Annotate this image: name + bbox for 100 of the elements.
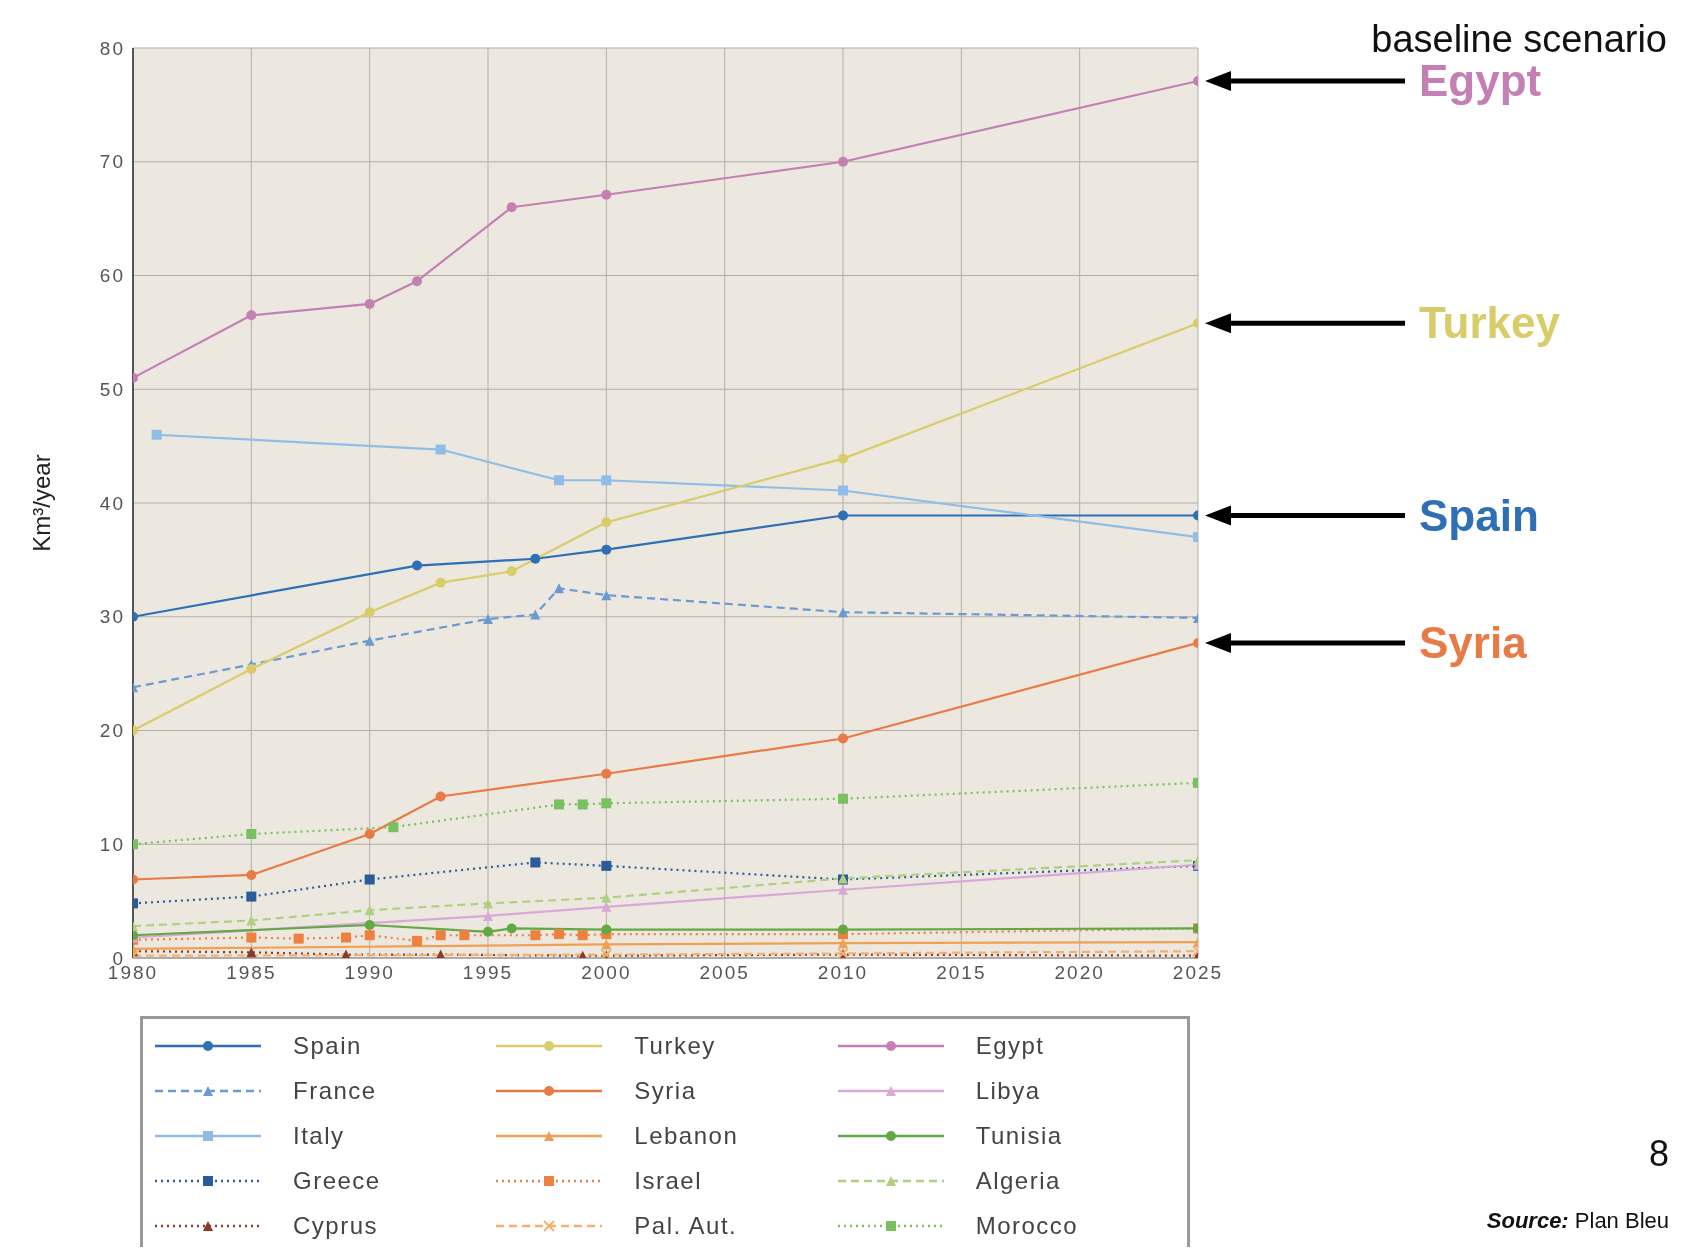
point (530, 857, 541, 868)
point (838, 485, 848, 496)
point (838, 453, 848, 464)
text: Turkey (1419, 298, 1561, 348)
point (577, 799, 588, 810)
point (151, 429, 162, 440)
legend-label: Morocco (975, 1212, 1079, 1241)
point (601, 798, 612, 809)
point (601, 924, 612, 935)
point (246, 829, 257, 840)
legend-label: Algeria (975, 1167, 1061, 1196)
point (601, 901, 612, 912)
text: Spain (1419, 490, 1539, 540)
y-tick-label: 20 (99, 720, 125, 742)
legend-label: France (293, 1076, 377, 1105)
point (412, 560, 422, 571)
point (364, 298, 375, 309)
point (601, 590, 612, 601)
legend-label: Cyprus (293, 1212, 379, 1241)
y-tick-label: 40 (99, 492, 125, 514)
point (364, 607, 375, 618)
x-tick-label: 2015 (936, 962, 987, 984)
point (838, 156, 848, 167)
point (388, 822, 399, 833)
point (838, 510, 848, 521)
y-tick-label: 30 (99, 606, 125, 628)
point (364, 829, 375, 840)
point (601, 475, 612, 486)
point (246, 664, 257, 675)
point (435, 577, 446, 588)
point (530, 930, 541, 941)
point (459, 930, 470, 941)
point (435, 930, 446, 941)
x-tick-label: 2025 (1172, 962, 1224, 984)
point (341, 932, 351, 943)
point (412, 935, 422, 946)
point (246, 947, 257, 958)
point (364, 930, 375, 941)
y-tick-label: 70 (99, 151, 125, 173)
legend-label: Syria (634, 1076, 697, 1105)
point (838, 793, 848, 804)
legend-label: Greece (293, 1167, 381, 1196)
legend-label: Pal. Aut. (634, 1212, 738, 1241)
point (364, 635, 375, 646)
point (412, 276, 422, 287)
x-tick-label: 2000 (581, 962, 632, 984)
legend-label: Egypt (975, 1031, 1045, 1060)
y-axis-title: Km³/year (28, 454, 55, 552)
legend-label: Turkey (634, 1031, 716, 1060)
point (246, 932, 257, 943)
point (246, 891, 257, 902)
legend-label: Spain (293, 1031, 362, 1060)
point (838, 924, 848, 935)
legend-label: Lebanon (634, 1121, 739, 1150)
point (554, 583, 564, 594)
point (483, 926, 493, 937)
point (554, 929, 564, 940)
point (530, 609, 541, 620)
point (483, 614, 493, 625)
text: 8 (1648, 1133, 1669, 1175)
point (435, 444, 446, 455)
point (554, 799, 564, 810)
point (554, 475, 564, 486)
point (483, 898, 493, 909)
point (246, 310, 257, 321)
text: Syria (1419, 617, 1528, 667)
x-tick-label: 1990 (344, 962, 395, 984)
point (246, 915, 257, 926)
point (506, 923, 517, 934)
point (530, 553, 541, 564)
legend-label: Israel (634, 1167, 703, 1196)
y-tick-label: 80 (99, 37, 125, 59)
legend-label: Libya (975, 1076, 1041, 1105)
y-tick-label: 10 (99, 833, 125, 855)
point (246, 869, 257, 880)
legend-label: Italy (293, 1121, 345, 1150)
point (364, 920, 375, 931)
point (506, 202, 517, 213)
x-tick-label: 1995 (462, 962, 514, 984)
point (838, 884, 848, 895)
legend-label: Tunisia (975, 1121, 1063, 1150)
point (601, 189, 612, 200)
x-tick-label: 2020 (1054, 962, 1105, 984)
point (601, 768, 612, 779)
point (364, 905, 375, 916)
point (293, 933, 304, 944)
point (483, 910, 493, 921)
point (601, 517, 612, 528)
point (601, 892, 612, 903)
point (364, 874, 375, 885)
point (506, 566, 517, 577)
x-tick-label: 2010 (817, 962, 869, 984)
point (601, 860, 612, 871)
point (435, 791, 446, 802)
point (601, 544, 612, 555)
point (577, 930, 588, 941)
y-tick-label: 60 (99, 265, 125, 287)
source-note: Source: Plan Bleu (1486, 1208, 1669, 1233)
y-tick-label: 50 (99, 378, 125, 400)
x-tick-label: 1985 (226, 962, 277, 984)
